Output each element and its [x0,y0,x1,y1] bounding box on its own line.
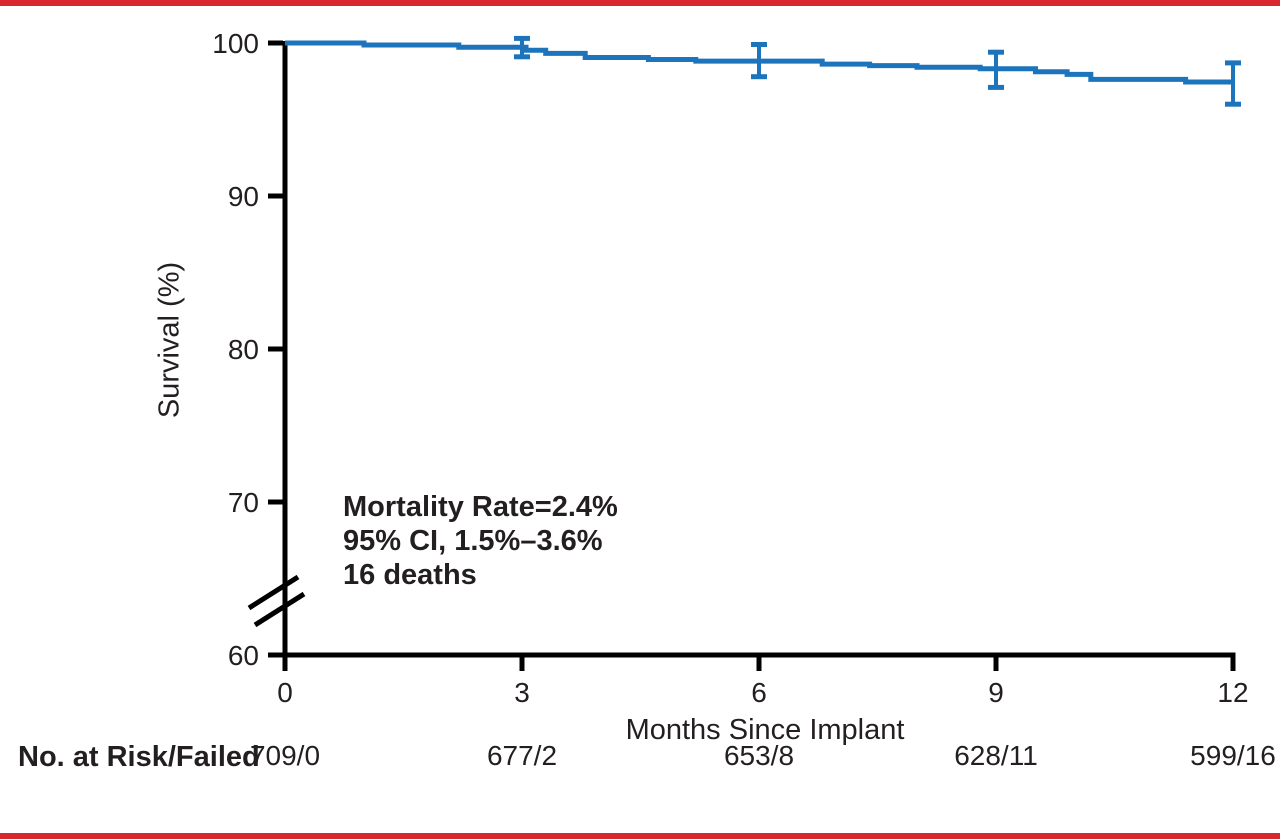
top-red-border [0,0,1280,6]
y-tick-label: 100 [212,28,259,59]
y-tick-label: 90 [228,181,259,212]
x-tick-label: 0 [277,677,293,708]
risk-values: 709/0 677/2 653/8 628/11 599/16 [250,740,1276,771]
error-bar-month-9 [988,49,1004,90]
risk-value-month-9: 628/11 [954,740,1038,771]
bottom-red-border [0,833,1280,839]
break-slash-upper [247,574,300,611]
annotation-line-mortality-rate: Mortality Rate=2.4% [343,491,618,523]
annotation-line-deaths: 16 deaths [343,559,477,591]
y-axis-ticks: 100 90 80 70 60 [212,28,283,671]
y-axis-break-marks [247,574,306,628]
error-bars [514,35,1241,107]
error-bar-month-6 [751,42,767,80]
risk-value-month-12: 599/16 [1190,740,1276,771]
risk-value-month-0: 709/0 [250,740,320,771]
y-tick-label: 80 [228,334,259,365]
annotation-block: Mortality Rate=2.4% 95% CI, 1.5%–3.6% 16… [343,490,618,592]
x-tick-label: 6 [751,677,767,708]
risk-value-month-6: 653/8 [724,740,794,771]
risk-value-month-3: 677/2 [487,740,557,771]
x-axis-ticks: 0 3 6 9 12 [277,655,1249,708]
x-tick-label: 3 [514,677,530,708]
annotation-line-confidence-interval: 95% CI, 1.5%–3.6% [343,525,603,557]
x-tick-label: 9 [988,677,1004,708]
y-tick-label: 60 [228,640,259,671]
break-slash-lower [253,591,306,628]
y-axis-title: Survival (%) [153,261,186,419]
error-bar-month-12 [1225,60,1241,107]
error-bar-month-3 [514,35,530,60]
x-tick-label: 12 [1217,677,1248,708]
y-tick-label: 70 [228,487,259,518]
x-axis-title: Months Since Implant [625,714,905,746]
survival-curve [285,40,1233,85]
risk-table-label: No. at Risk/Failed [18,741,260,773]
